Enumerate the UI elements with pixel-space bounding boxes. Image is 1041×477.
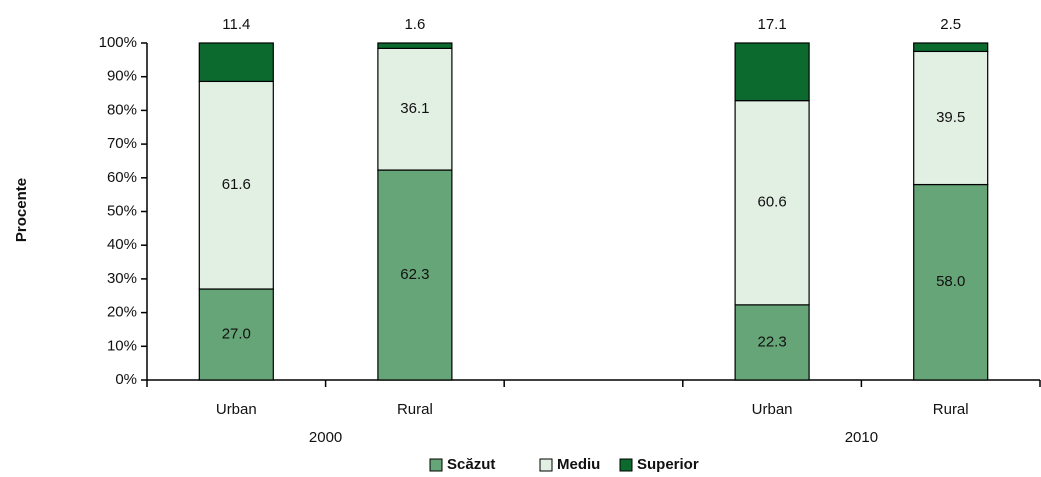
value-label: 62.3 [400, 266, 429, 283]
legend-label: Scăzut [447, 456, 495, 473]
x-tick-label: Rural [933, 401, 969, 418]
value-label: 58.0 [936, 273, 965, 290]
group-label: 2000 [309, 429, 342, 446]
legend-label: Superior [637, 456, 699, 473]
bar-segment [198, 42, 274, 83]
y-tick-label: 20% [107, 304, 137, 321]
bar-segment [913, 50, 989, 186]
y-tick-label: 30% [107, 270, 137, 287]
value-label: 11.4 [222, 16, 250, 33]
y-tick-label: 50% [107, 202, 137, 219]
y-tick-label: 100% [99, 34, 137, 51]
x-tick-label: Urban [752, 401, 793, 418]
bar-segment [734, 304, 810, 381]
value-label: 2.5 [940, 16, 961, 33]
y-tick-label: 90% [107, 68, 137, 85]
x-tick-label: Urban [216, 401, 257, 418]
value-label: 61.6 [222, 176, 251, 193]
value-label: 22.3 [757, 333, 786, 350]
value-label: 1.6 [404, 16, 425, 33]
value-label: 36.1 [400, 100, 429, 117]
x-tick-label: Rural [397, 401, 433, 418]
bar-segment [913, 183, 989, 381]
value-label: 17.1 [757, 16, 786, 33]
value-label: 60.6 [757, 194, 786, 211]
value-label: 27.0 [222, 325, 251, 342]
legend-swatch [619, 458, 633, 472]
legend-label: Mediu [557, 456, 600, 473]
y-tick-label: 80% [107, 101, 137, 118]
bar-segment [734, 100, 810, 306]
group-label: 2010 [845, 429, 878, 446]
bar-segment [198, 80, 274, 290]
y-tick-label: 70% [107, 135, 137, 152]
legend-swatch [429, 458, 443, 472]
y-axis-title: Procente [13, 178, 30, 242]
y-tick-label: 0% [115, 371, 137, 388]
value-label: 39.5 [936, 109, 965, 126]
y-tick-label: 10% [107, 337, 137, 354]
bar-segment [377, 42, 453, 49]
legend-swatch [539, 458, 553, 472]
y-tick-label: 60% [107, 169, 137, 186]
bar-segment [734, 42, 810, 102]
bar-segment [377, 47, 453, 171]
y-tick-label: 40% [107, 236, 137, 253]
bar-segment [377, 169, 453, 381]
bar-segment [913, 42, 989, 53]
